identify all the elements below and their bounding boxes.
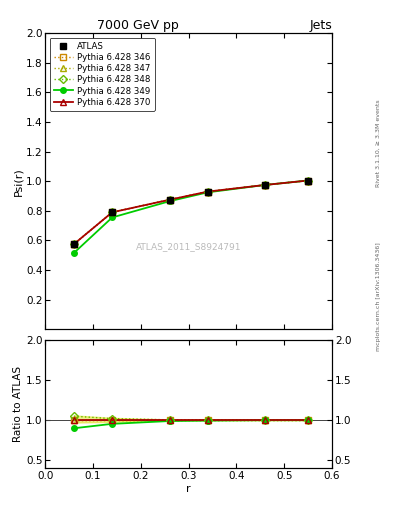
Text: ATLAS_2011_S8924791: ATLAS_2011_S8924791 [136, 242, 241, 251]
Text: 7000 GeV pp: 7000 GeV pp [97, 19, 178, 32]
Text: Rivet 3.1.10, ≥ 3.3M events: Rivet 3.1.10, ≥ 3.3M events [376, 99, 380, 187]
Legend: ATLAS, Pythia 6.428 346, Pythia 6.428 347, Pythia 6.428 348, Pythia 6.428 349, P: ATLAS, Pythia 6.428 346, Pythia 6.428 34… [50, 37, 155, 111]
Text: mcplots.cern.ch [arXiv:1306.3436]: mcplots.cern.ch [arXiv:1306.3436] [376, 243, 380, 351]
Text: Jets: Jets [309, 19, 332, 32]
X-axis label: r: r [186, 484, 191, 494]
Y-axis label: Psi(r): Psi(r) [13, 167, 23, 196]
Y-axis label: Ratio to ATLAS: Ratio to ATLAS [13, 366, 23, 442]
